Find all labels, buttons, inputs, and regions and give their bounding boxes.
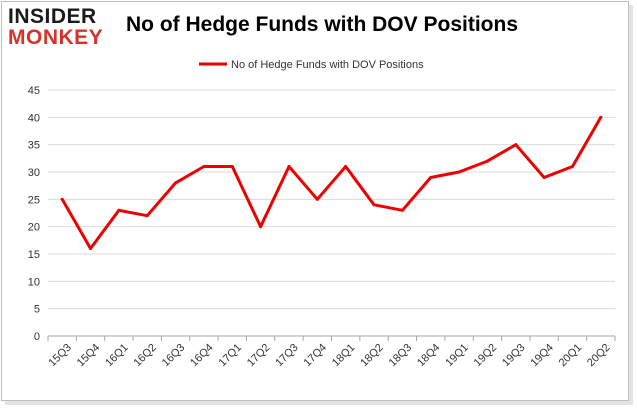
y-tick-label: 15 [28, 249, 40, 261]
x-tick-labels: 15Q3 15Q4 16Q1 16Q2 16Q3 16Q4 17Q1 17Q2 17Q3 17Q4… [46, 342, 612, 370]
y-tick-label: 0 [34, 331, 40, 343]
series-lines [60, 115, 603, 251]
data-point [542, 175, 546, 179]
legend-label: No of Hedge Funds with DOV Positions [231, 59, 424, 71]
data-point [514, 143, 518, 147]
x-tick-label: 17Q2 [245, 342, 273, 370]
x-tick-label: 16Q2 [131, 342, 159, 370]
x-tick-label: 17Q3 [273, 342, 301, 370]
x-tick-label: 15Q4 [75, 342, 103, 370]
y-tick-label: 45 [28, 85, 40, 97]
x-tick-label: 16Q1 [103, 342, 131, 370]
data-point [287, 165, 291, 169]
y-tick-label: 20 [28, 222, 40, 234]
data-point [174, 181, 178, 185]
x-tick-label: 18Q1 [330, 342, 358, 370]
x-tick-label: 18Q2 [358, 342, 386, 370]
y-tick-label: 35 [28, 140, 40, 152]
x-tick-label: 20Q1 [557, 342, 585, 370]
logo-line1: INSIDER [8, 5, 97, 28]
x-tick-label: 18Q4 [415, 342, 443, 370]
x-tick-label: 19Q4 [528, 342, 556, 370]
y-tick-label: 5 [34, 304, 40, 316]
data-point [259, 225, 263, 229]
x-tick-label: 17Q4 [302, 342, 330, 370]
data-point [457, 170, 461, 174]
x-tick-label: 19Q2 [472, 342, 500, 370]
x-tick-label: 16Q4 [188, 342, 216, 370]
data-point [145, 214, 149, 218]
data-point [599, 115, 603, 119]
x-tick-label: 19Q1 [443, 342, 471, 370]
axes [47, 335, 616, 341]
legend: No of Hedge Funds with DOV Positions [199, 59, 424, 71]
data-point [315, 197, 319, 201]
data-point [230, 165, 234, 169]
x-tick-label: 15Q3 [46, 342, 74, 370]
y-tick-label: 40 [28, 112, 40, 124]
x-tick-label: 17Q1 [217, 342, 245, 370]
gridlines [48, 89, 615, 310]
x-tick-label: 16Q3 [160, 342, 188, 370]
x-tick-label: 18Q3 [387, 342, 415, 370]
data-point [344, 165, 348, 169]
y-tick-label: 25 [28, 194, 40, 206]
insider-monkey-logo: INSIDER MONKEY [8, 6, 103, 48]
y-tick-label: 30 [28, 167, 40, 179]
data-point [202, 165, 206, 169]
data-point [60, 197, 64, 201]
data-point [89, 247, 93, 251]
series-line-0 [60, 115, 603, 250]
chart-title: No of Hedge Funds with DOV Positions [126, 13, 518, 36]
data-point [117, 208, 121, 212]
x-tick-label: 19Q3 [500, 342, 528, 370]
data-point [570, 165, 574, 169]
data-point [485, 159, 489, 163]
y-tick-labels: 0 5 10 15 20 25 30 35 40 45 [28, 85, 40, 343]
logo-line2: MONKEY [8, 26, 104, 49]
y-tick-label: 10 [28, 276, 40, 288]
data-point [429, 175, 433, 179]
chart-frame [1, 1, 629, 401]
data-point [400, 208, 404, 212]
x-tick-label: 20Q2 [585, 342, 613, 370]
data-point [372, 203, 376, 207]
